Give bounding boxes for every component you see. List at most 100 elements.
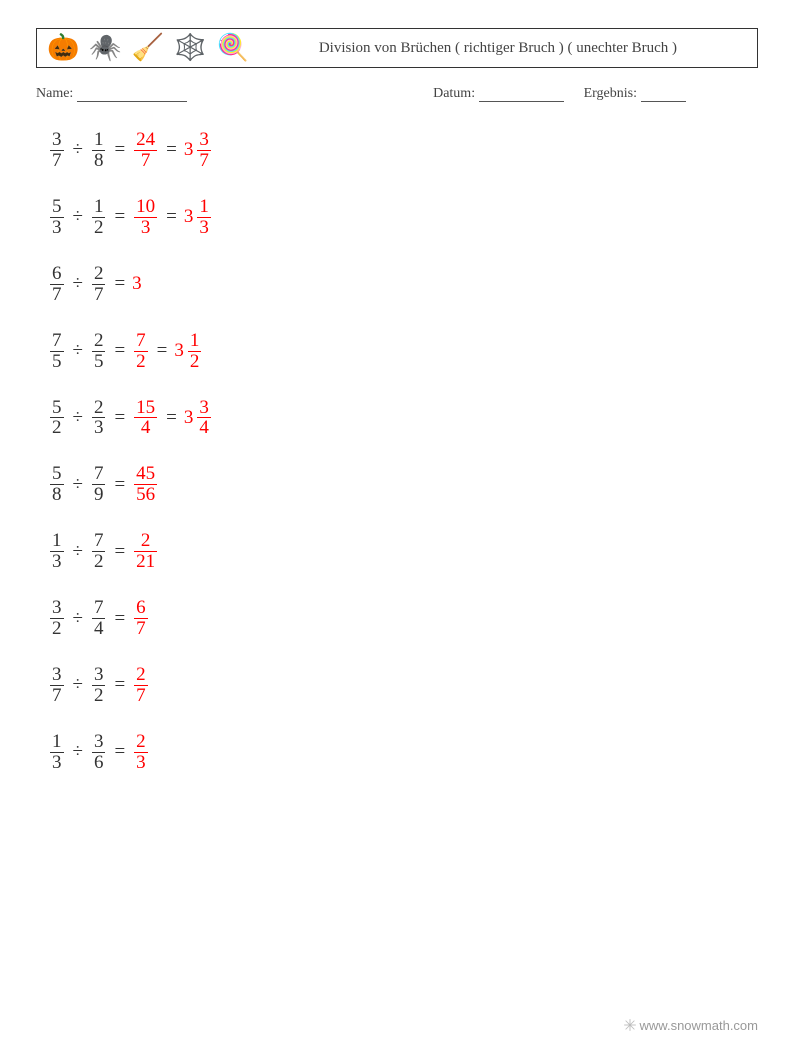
- fraction: 154: [134, 398, 157, 439]
- denominator: 3: [92, 418, 106, 438]
- denominator: 8: [50, 485, 64, 505]
- denominator: 56: [134, 485, 157, 505]
- division-operator: ÷: [73, 541, 83, 563]
- answer-mixed: 313: [184, 197, 213, 238]
- denominator: 3: [50, 218, 64, 238]
- denominator: 7: [139, 151, 153, 171]
- equals-sign: =: [114, 407, 125, 429]
- problem-row: 52÷23=154=334: [48, 398, 758, 439]
- fraction: 4556: [134, 464, 157, 505]
- date-label: Datum:: [433, 86, 475, 101]
- denominator: 9: [92, 485, 106, 505]
- denominator: 8: [92, 151, 106, 171]
- division-operator: ÷: [73, 340, 83, 362]
- equals-sign: =: [166, 206, 177, 228]
- header-icon-0: 🎃: [47, 35, 79, 61]
- equals-sign: =: [114, 273, 125, 295]
- division-operator: ÷: [73, 139, 83, 161]
- denominator: 2: [92, 686, 106, 706]
- result-blank[interactable]: [641, 88, 686, 102]
- denominator: 3: [50, 753, 64, 773]
- numerator: 3: [92, 665, 106, 685]
- numerator: 1: [50, 531, 64, 551]
- denominator: 3: [50, 552, 64, 572]
- fraction: 13: [197, 197, 211, 238]
- numerator: 2: [134, 665, 148, 685]
- fraction: 37: [50, 665, 64, 706]
- numerator: 5: [50, 398, 64, 418]
- numerator: 10: [134, 197, 157, 217]
- equals-sign: =: [114, 741, 125, 763]
- fraction: 37: [197, 130, 211, 171]
- meta-row: Name: Datum: Ergebnis:: [36, 86, 758, 102]
- equals-sign: =: [114, 674, 125, 696]
- denominator: 7: [134, 686, 148, 706]
- numerator: 3: [50, 665, 64, 685]
- fraction: 23: [92, 398, 106, 439]
- fraction: 58: [50, 464, 64, 505]
- header-icon-2: 🧹: [132, 35, 164, 61]
- equals-sign: =: [114, 474, 125, 496]
- fraction: 18: [92, 130, 106, 171]
- equals-sign: =: [114, 340, 125, 362]
- numerator: 5: [50, 464, 64, 484]
- denominator: 4: [197, 418, 211, 438]
- mixed-whole: 3: [174, 340, 184, 362]
- fraction: 103: [134, 197, 157, 238]
- fraction: 25: [92, 331, 106, 372]
- denominator: 2: [50, 619, 64, 639]
- numerator: 1: [92, 130, 106, 150]
- result-label: Ergebnis:: [584, 86, 637, 101]
- result-field: Ergebnis:: [584, 86, 686, 102]
- numerator: 15: [134, 398, 157, 418]
- denominator: 7: [50, 285, 64, 305]
- header-icon-4: 🍭: [217, 35, 249, 61]
- fraction: 221: [134, 531, 157, 572]
- numerator: 45: [134, 464, 157, 484]
- division-operator: ÷: [73, 407, 83, 429]
- division-operator: ÷: [73, 608, 83, 630]
- denominator: 21: [134, 552, 157, 572]
- numerator: 2: [139, 531, 153, 551]
- denominator: 7: [92, 285, 106, 305]
- denominator: 7: [197, 151, 211, 171]
- division-operator: ÷: [73, 273, 83, 295]
- date-blank[interactable]: [479, 88, 564, 102]
- fraction: 12: [92, 197, 106, 238]
- fraction: 32: [50, 598, 64, 639]
- division-operator: ÷: [73, 674, 83, 696]
- mixed-whole: 3: [184, 139, 194, 161]
- denominator: 5: [50, 352, 64, 372]
- problem-row: 13÷36=23: [48, 732, 758, 773]
- numerator: 3: [92, 732, 106, 752]
- date-field: Datum:: [433, 86, 564, 102]
- name-blank[interactable]: [77, 88, 187, 102]
- name-label: Name:: [36, 86, 73, 101]
- answer-mixed: 312: [174, 331, 203, 372]
- denominator: 7: [50, 151, 64, 171]
- fraction: 36: [92, 732, 106, 773]
- fraction: 37: [50, 130, 64, 171]
- numerator: 1: [92, 197, 106, 217]
- answer-whole: 3: [132, 273, 142, 295]
- numerator: 7: [92, 531, 106, 551]
- numerator: 7: [50, 331, 64, 351]
- numerator: 24: [134, 130, 157, 150]
- problem-row: 13÷72=221: [48, 531, 758, 572]
- problems-list: 37÷18=247=33753÷12=103=31367÷27=375÷25=7…: [36, 130, 758, 773]
- division-operator: ÷: [73, 741, 83, 763]
- numerator: 2: [92, 331, 106, 351]
- denominator: 4: [92, 619, 106, 639]
- denominator: 3: [134, 753, 148, 773]
- fraction: 75: [50, 331, 64, 372]
- fraction: 67: [134, 598, 148, 639]
- denominator: 2: [92, 552, 106, 572]
- fraction: 79: [92, 464, 106, 505]
- mixed-whole: 3: [184, 206, 194, 228]
- answer-mixed: 337: [184, 130, 213, 171]
- equals-sign: =: [114, 541, 125, 563]
- numerator: 2: [92, 264, 106, 284]
- denominator: 4: [139, 418, 153, 438]
- denominator: 3: [139, 218, 153, 238]
- numerator: 1: [197, 197, 211, 217]
